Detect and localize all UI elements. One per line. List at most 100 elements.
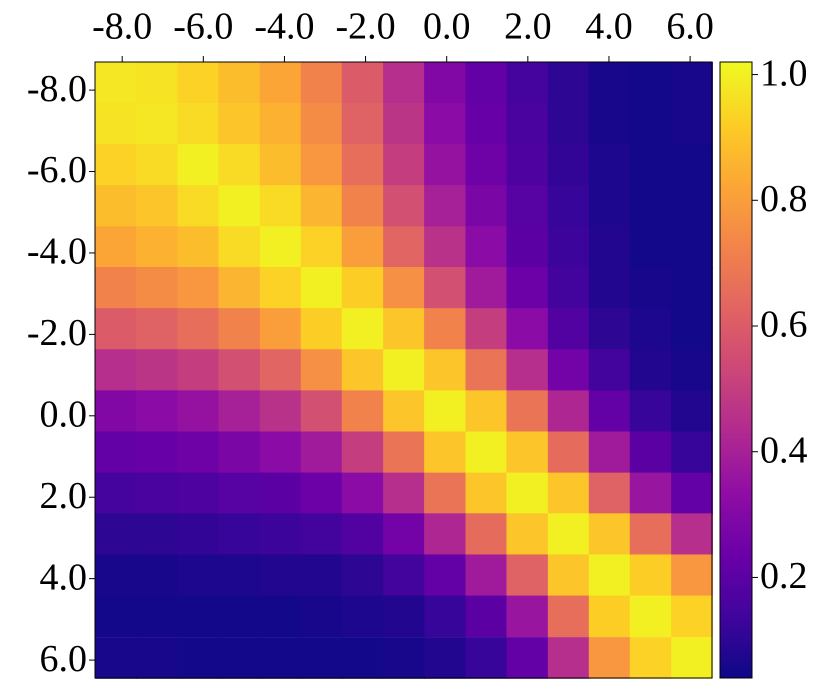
heatmap-cell <box>671 185 713 227</box>
heatmap-cell <box>95 554 137 597</box>
heatmap-cell <box>136 61 178 104</box>
heatmap-cell <box>506 349 549 391</box>
x-tick-label: 2.0 <box>504 6 552 48</box>
heatmap-cell <box>424 226 466 268</box>
heatmap-cell <box>136 226 178 268</box>
heatmap-cell <box>465 61 508 104</box>
y-tick-label: 2.0 <box>40 475 88 517</box>
heatmap-cell <box>341 102 384 145</box>
heatmap-cell <box>629 267 672 309</box>
heatmap-cell <box>259 349 302 391</box>
heatmap-cell <box>259 513 302 556</box>
heatmap-cell <box>95 431 137 474</box>
heatmap-cell <box>671 595 713 638</box>
heatmap-cell <box>629 637 672 679</box>
heatmap-cell <box>671 308 713 350</box>
heatmap-cell <box>424 144 466 186</box>
heatmap-cell <box>629 431 672 474</box>
heatmap-cell <box>671 144 713 186</box>
x-tick-label: -4.0 <box>254 6 314 48</box>
heatmap-cell <box>218 185 261 227</box>
heatmap-cell <box>424 637 466 679</box>
heatmap-cell <box>177 513 220 556</box>
heatmap-cell <box>95 513 137 556</box>
heatmap-cell <box>424 349 466 391</box>
heatmap-cell <box>218 349 261 391</box>
heatmap-cell <box>547 431 590 474</box>
heatmap-cell <box>177 308 220 350</box>
y-tick-label: -4.0 <box>27 231 87 273</box>
heatmap-cell <box>341 595 384 638</box>
heatmap-cell <box>300 472 343 515</box>
heatmap-cell <box>341 513 384 556</box>
heatmap-cell <box>300 185 343 227</box>
heatmap-cell <box>218 513 261 556</box>
heatmap-cell <box>424 185 466 227</box>
y-tick-label: 0.0 <box>40 394 88 436</box>
heatmap-cell <box>218 431 261 474</box>
heatmap-cell <box>547 472 590 515</box>
heatmap-cell <box>671 637 713 679</box>
heatmap-cell <box>218 144 261 186</box>
heatmap-cell <box>506 308 549 350</box>
heatmap-cell <box>259 102 302 145</box>
heatmap-cell <box>547 513 590 556</box>
heatmap-cell <box>95 61 137 104</box>
heatmap-cell <box>629 472 672 515</box>
heatmap-cell <box>547 144 590 186</box>
heatmap-cell <box>547 267 590 309</box>
heatmap-cell <box>671 513 713 556</box>
heatmap-cell <box>300 513 343 556</box>
heatmap-cell <box>383 185 425 227</box>
heatmap-cell <box>300 61 343 104</box>
heatmap-cell <box>300 308 343 350</box>
heatmap-cell <box>218 595 261 638</box>
heatmap-cell <box>424 472 466 515</box>
x-tick-label: -6.0 <box>173 6 233 48</box>
heatmap-cell <box>259 431 302 474</box>
heatmap-cell <box>506 185 549 227</box>
heatmap-cell <box>218 554 261 597</box>
heatmap-cell <box>300 349 343 391</box>
heatmap-cell <box>300 390 343 433</box>
heatmap-cell <box>629 390 672 433</box>
heatmap-cell <box>300 554 343 597</box>
heatmap-cell <box>465 102 508 145</box>
heatmap-cell <box>588 267 631 309</box>
heatmap-cell <box>506 431 549 474</box>
heatmap-cell <box>341 144 384 186</box>
heatmap-cell <box>424 554 466 597</box>
heatmap-cell <box>465 595 508 638</box>
y-tick-label: -6.0 <box>27 149 87 191</box>
heatmap-cell <box>218 267 261 309</box>
heatmap-cell <box>383 61 425 104</box>
heatmap-cell <box>383 554 425 597</box>
heatmap-cell <box>95 267 137 309</box>
heatmap-cell <box>300 595 343 638</box>
heatmap-cell <box>588 349 631 391</box>
heatmap-cell <box>506 595 549 638</box>
heatmap-cell <box>218 390 261 433</box>
heatmap-cell <box>341 431 384 474</box>
heatmap-cell <box>588 226 631 268</box>
heatmap-cell <box>629 308 672 350</box>
heatmap-cell <box>95 390 137 433</box>
colorbar <box>719 61 753 679</box>
heatmap-cell <box>465 554 508 597</box>
heatmap-cell <box>629 144 672 186</box>
y-tick-label: -2.0 <box>27 312 87 354</box>
heatmap-cell <box>465 144 508 186</box>
heatmap-cell <box>383 349 425 391</box>
heatmap-cell <box>588 554 631 597</box>
x-tick-label: 0.0 <box>423 6 471 48</box>
heatmap-cell <box>136 349 178 391</box>
heatmap-cell <box>588 61 631 104</box>
heatmap-cell <box>259 595 302 638</box>
heatmap-cell <box>259 472 302 515</box>
heatmap-cell <box>95 637 137 679</box>
heatmap-cell <box>506 226 549 268</box>
heatmap-cell <box>259 554 302 597</box>
heatmap-cell <box>547 554 590 597</box>
heatmap-cell <box>547 637 590 679</box>
heatmap-cell <box>177 185 220 227</box>
